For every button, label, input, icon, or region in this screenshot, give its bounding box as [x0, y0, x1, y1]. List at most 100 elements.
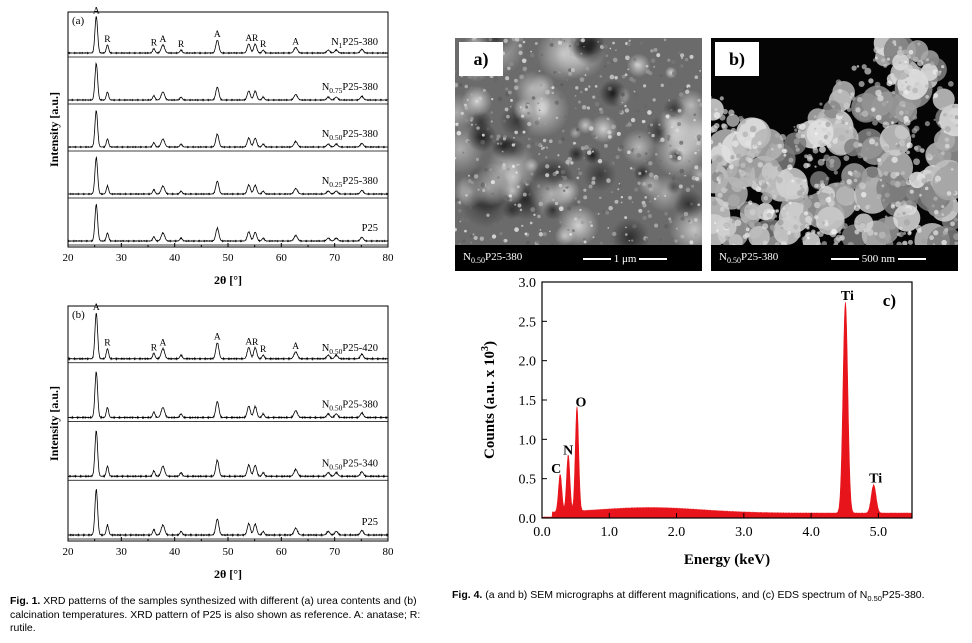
- sem-grain: [659, 140, 662, 143]
- sem-grain: [652, 140, 655, 143]
- sem-grain: [858, 142, 863, 147]
- sem-grain: [680, 53, 685, 58]
- sem-grain: [561, 129, 565, 133]
- sem-grain: [673, 175, 676, 177]
- sem-grain: [666, 134, 671, 140]
- sem-grain: [522, 130, 526, 134]
- sem-grain: [881, 101, 887, 107]
- sem-grain: [787, 164, 793, 170]
- sem-grain: [826, 143, 832, 149]
- sem-grain: [513, 70, 549, 106]
- sem-grain: [506, 114, 510, 119]
- sem-grain: [832, 138, 838, 144]
- sem-grain: [872, 119, 878, 126]
- sem-grain: [814, 165, 817, 168]
- sem-label-a-sub: 0.50: [470, 256, 485, 265]
- sem-grain: [899, 100, 906, 107]
- sem-grain: [731, 140, 739, 147]
- sem-grain: [543, 146, 545, 149]
- sem-grain: [794, 128, 798, 132]
- sem-grain: [816, 222, 820, 227]
- sem-grain: [632, 167, 635, 171]
- sem-grain: [793, 215, 797, 219]
- sem-grain: [464, 84, 469, 89]
- sem-grain: [723, 201, 729, 207]
- sem-grain: [853, 178, 858, 183]
- sem-grain: [796, 178, 802, 184]
- sem-grain: [486, 213, 490, 217]
- phase-annotation: A: [214, 333, 221, 343]
- sem-grain: [948, 81, 954, 87]
- sem-grain: [885, 151, 891, 157]
- sem-grain: [820, 183, 826, 188]
- sem-grain: [621, 101, 624, 104]
- sem-grain: [614, 76, 618, 80]
- sem-grain: [593, 135, 596, 138]
- sem-grain: [846, 178, 852, 185]
- sem-grain: [505, 76, 510, 81]
- sem-label-a-post: P25-380: [484, 250, 523, 263]
- sem-grain: [774, 230, 781, 237]
- xrd-pattern-line: [67, 371, 389, 420]
- sem-grain: [883, 171, 889, 176]
- sem-grain: [815, 206, 845, 236]
- sem-grain: [671, 59, 676, 64]
- sem-grain: [899, 226, 903, 230]
- sem-grain: [691, 175, 697, 181]
- phase-annotation: R: [151, 343, 158, 353]
- scalebar-line-right: [897, 258, 926, 261]
- sem-grain: [783, 153, 787, 157]
- sem-grain: [941, 65, 945, 69]
- y-tick-label: 2.0: [519, 355, 537, 370]
- sem-grain: [694, 75, 699, 80]
- sem-grain: [949, 113, 954, 119]
- sem-grain: [829, 163, 835, 168]
- sem-grain: [564, 115, 567, 118]
- sem-grain: [905, 179, 912, 186]
- sem-grain: [744, 166, 752, 174]
- sem-grain: [909, 86, 913, 90]
- sem-grain: [511, 38, 517, 42]
- sem-grain: [620, 195, 624, 199]
- sem-grain: [718, 142, 722, 146]
- sem-grain: [645, 237, 649, 241]
- sem-grain: [899, 150, 902, 153]
- sem-grain: [675, 128, 680, 133]
- sem-grain: [684, 174, 687, 177]
- sem-grain: [678, 51, 681, 54]
- sem-grain: [762, 240, 768, 245]
- sem-grain: [693, 113, 697, 117]
- sem-grain: [953, 233, 958, 241]
- sem-grain: [565, 38, 570, 41]
- sem-grain: [800, 134, 806, 139]
- sem-grain: [455, 82, 459, 88]
- sem-grain: [519, 41, 523, 44]
- sem-grain: [906, 142, 913, 149]
- sem-grain: [586, 150, 592, 155]
- sem-grain: [913, 180, 920, 187]
- sem-grain: [637, 181, 641, 185]
- sem-grain: [603, 44, 608, 49]
- sem-grain: [691, 184, 695, 188]
- sem-grain: [719, 206, 725, 212]
- sem-grain: [491, 98, 494, 101]
- sem-grain: [664, 194, 667, 197]
- sem-grain: [643, 104, 648, 108]
- sem-grain: [552, 198, 555, 202]
- sem-grain: [843, 155, 850, 161]
- sem-grain: [917, 42, 921, 46]
- sem-grain: [569, 51, 574, 57]
- sem-grain: [725, 188, 729, 191]
- sem-grain: [793, 224, 799, 230]
- sem-grain: [883, 63, 888, 68]
- sem-grain: [599, 75, 603, 78]
- sem-grain: [482, 188, 486, 193]
- sem-grain: [626, 53, 651, 78]
- sem-grain: [803, 211, 809, 216]
- sem-grain: [650, 123, 654, 127]
- sem-grain: [794, 231, 801, 239]
- sem-grain: [534, 41, 538, 46]
- sem-grain: [694, 151, 697, 155]
- sem-grain: [580, 146, 585, 151]
- sem-grain: [671, 237, 674, 240]
